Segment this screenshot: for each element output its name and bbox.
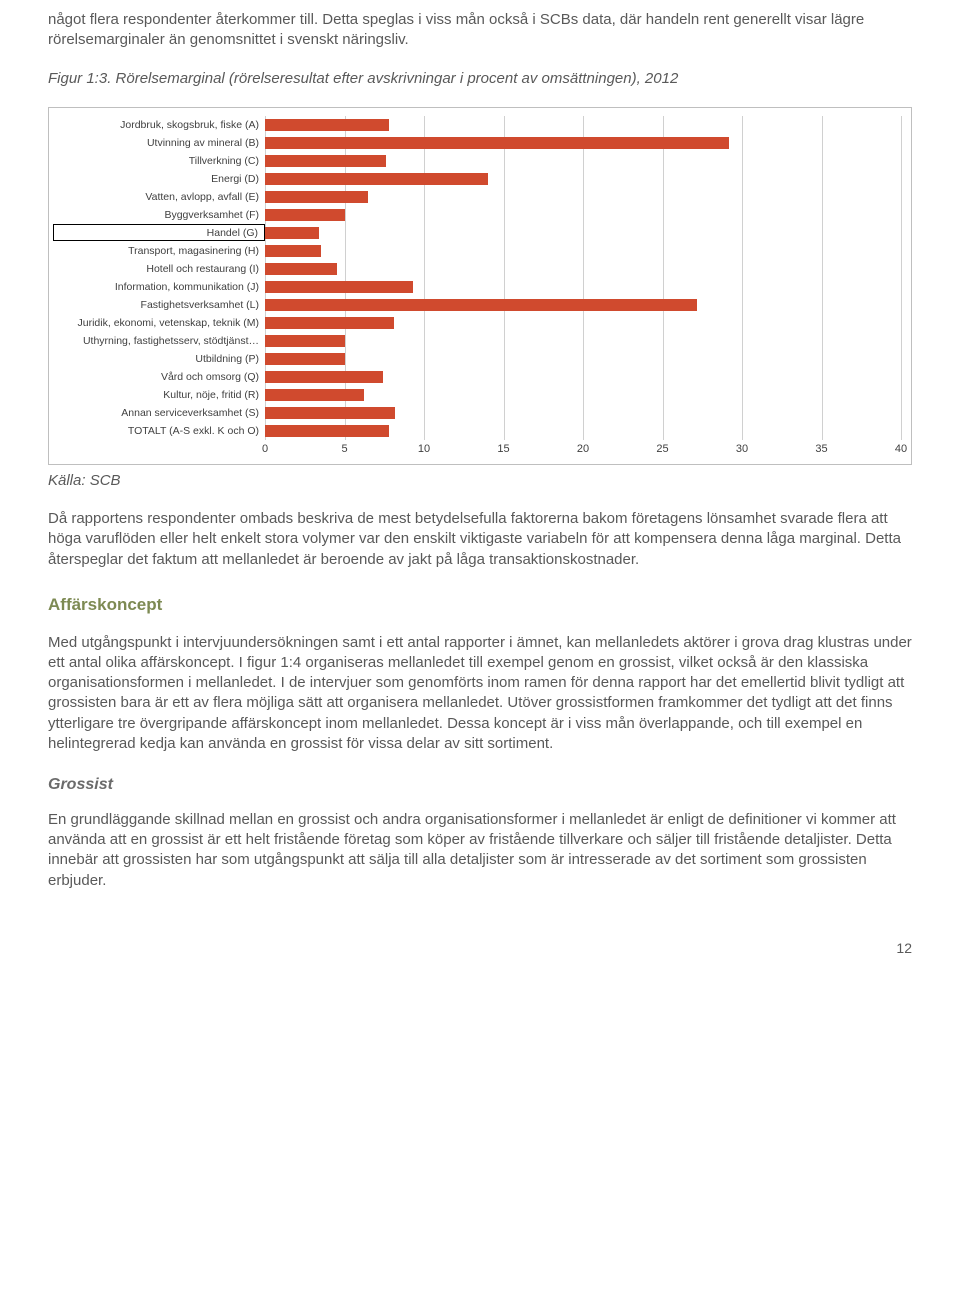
chart-xtick: 40 [895, 442, 907, 457]
chart-row: Handel (G) [53, 224, 901, 242]
chart-plot-cell [265, 116, 901, 134]
chart-category-label: Information, kommunikation (J) [53, 280, 265, 294]
chart-row: Transport, magasinering (H) [53, 242, 901, 260]
chart-xtick: 20 [577, 442, 589, 457]
post-chart-paragraph: Då rapportens respondenter ombads beskri… [48, 509, 912, 570]
chart-bar [265, 155, 386, 167]
chart-xtick: 15 [497, 442, 509, 457]
chart-bar [265, 245, 321, 257]
chart-plot-cell [265, 260, 901, 278]
chart-row: Tillverkning (C) [53, 152, 901, 170]
chart-xtick: 35 [815, 442, 827, 457]
chart-plot-cell [265, 224, 901, 242]
chart-plot-cell [265, 206, 901, 224]
chart-bar [265, 173, 488, 185]
chart-bar [265, 371, 383, 383]
grossist-body: En grundläggande skillnad mellan en gros… [48, 810, 912, 891]
chart-category-label: Handel (G) [53, 224, 265, 241]
chart-category-label: Transport, magasinering (H) [53, 244, 265, 258]
figure-caption: Figur 1:3. Rörelsemarginal (rörelseresul… [48, 69, 912, 89]
bar-chart: Jordbruk, skogsbruk, fiske (A) Utvinning … [48, 107, 912, 465]
chart-row: TOTALT (A-S exkl. K och O) [53, 422, 901, 440]
chart-row: Vård och omsorg (Q) [53, 368, 901, 386]
chart-source: Källa: SCB [48, 471, 912, 491]
chart-category-label: Byggverksamhet (F) [53, 208, 265, 222]
chart-plot-cell [265, 404, 901, 422]
affarskoncept-heading: Affärskoncept [48, 594, 912, 617]
axis-spacer [53, 442, 265, 460]
chart-category-label: Hotell och restaurang (I) [53, 262, 265, 276]
chart-bar [265, 353, 345, 365]
chart-category-label: Kultur, nöje, fritid (R) [53, 388, 265, 402]
chart-bar [265, 407, 395, 419]
chart-plot-cell [265, 368, 901, 386]
chart-bar [265, 389, 364, 401]
chart-category-label: Vatten, avlopp, avfall (E) [53, 190, 265, 204]
chart-plot-cell [265, 242, 901, 260]
affarskoncept-body: Med utgångspunkt i intervjuundersökninge… [48, 633, 912, 755]
chart-bar [265, 317, 394, 329]
chart-plot-cell [265, 134, 901, 152]
chart-xtick: 25 [656, 442, 668, 457]
chart-category-label: Tillverkning (C) [53, 154, 265, 168]
chart-row: Byggverksamhet (F) [53, 206, 901, 224]
chart-row: Utbildning (P) [53, 350, 901, 368]
chart-plot-cell [265, 314, 901, 332]
chart-plot-cell [265, 332, 901, 350]
chart-plot-cell [265, 152, 901, 170]
chart-category-label: Jordbruk, skogsbruk, fiske (A) [53, 118, 265, 132]
chart-row: Annan serviceverksamhet (S) [53, 404, 901, 422]
chart-category-label: Uthyrning, fastighetsserv, stödtjänst… [53, 334, 265, 348]
grossist-heading: Grossist [48, 774, 912, 796]
chart-bar [265, 137, 729, 149]
chart-category-label: TOTALT (A-S exkl. K och O) [53, 424, 265, 438]
chart-xtick: 10 [418, 442, 430, 457]
chart-category-label: Energi (D) [53, 172, 265, 186]
chart-plot-cell [265, 386, 901, 404]
chart-category-label: Annan serviceverksamhet (S) [53, 406, 265, 420]
chart-plot-cell [265, 422, 901, 440]
chart-category-label: Juridik, ekonomi, vetenskap, teknik (M) [53, 316, 265, 330]
chart-bar [265, 209, 345, 221]
chart-row: Energi (D) [53, 170, 901, 188]
chart-row: Jordbruk, skogsbruk, fiske (A) [53, 116, 901, 134]
chart-plot-cell [265, 296, 901, 314]
chart-bar [265, 227, 319, 239]
chart-row: Kultur, nöje, fritid (R) [53, 386, 901, 404]
chart-row: Vatten, avlopp, avfall (E) [53, 188, 901, 206]
chart-bar [265, 299, 697, 311]
chart-plot-cell [265, 188, 901, 206]
chart-bar [265, 263, 337, 275]
chart-row: Uthyrning, fastighetsserv, stödtjänst… [53, 332, 901, 350]
chart-row: Hotell och restaurang (I) [53, 260, 901, 278]
chart-xtick: 0 [262, 442, 268, 457]
chart-category-label: Fastighetsverksamhet (L) [53, 298, 265, 312]
chart-category-label: Utbildning (P) [53, 352, 265, 366]
intro-paragraph: något flera respondenter återkommer till… [48, 10, 912, 51]
chart-bar [265, 191, 368, 203]
chart-row: Fastighetsverksamhet (L) [53, 296, 901, 314]
chart-xtick: 30 [736, 442, 748, 457]
chart-plot-cell [265, 170, 901, 188]
chart-xtick: 5 [341, 442, 347, 457]
page-number: 12 [48, 939, 912, 958]
chart-row: Utvinning av mineral (B) [53, 134, 901, 152]
chart-category-label: Utvinning av mineral (B) [53, 136, 265, 150]
chart-bar [265, 335, 345, 347]
chart-plot-cell [265, 278, 901, 296]
chart-row: Information, kommunikation (J) [53, 278, 901, 296]
chart-bar [265, 119, 389, 131]
chart-category-label: Vård och omsorg (Q) [53, 370, 265, 384]
chart-row: Juridik, ekonomi, vetenskap, teknik (M) [53, 314, 901, 332]
chart-plot-cell [265, 350, 901, 368]
chart-bar [265, 281, 413, 293]
chart-bar [265, 425, 389, 437]
